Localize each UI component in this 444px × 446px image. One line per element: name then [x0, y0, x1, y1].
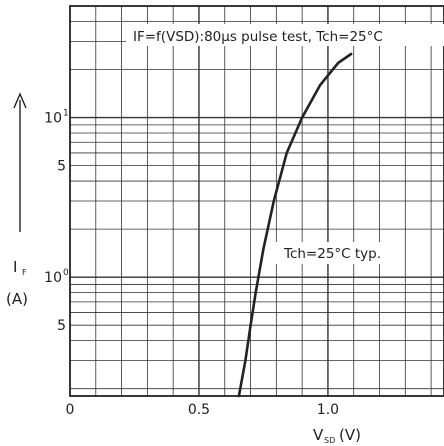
x-tick-label: 0.5: [188, 402, 210, 418]
x-label-symbol: V: [313, 426, 324, 444]
grid-lines: [70, 6, 444, 396]
x-tick-label: 0: [66, 402, 75, 418]
annotation-background: [274, 242, 400, 264]
y-label-subscript: F: [22, 268, 27, 277]
title-background: [126, 24, 444, 46]
svg-text:1: 1: [63, 109, 69, 119]
data-series-curve: [237, 52, 353, 398]
svg-text:5: 5: [57, 318, 66, 334]
y-axis-arrow-head: [13, 92, 27, 109]
svg-text:10: 10: [44, 270, 62, 286]
y-axis-label: I F (A): [6, 92, 28, 308]
chart-title: IF=f(VSD):80µs pulse test, Tch=25°C: [133, 29, 383, 45]
x-label-unit: (V): [339, 426, 361, 444]
y-label-symbol: I: [13, 258, 17, 276]
y-tick-label: 5: [57, 318, 66, 334]
svg-text:10: 10: [44, 111, 62, 127]
y-label-unit: (A): [6, 290, 28, 308]
chart-annotation: Tch=25°C typ.: [283, 246, 381, 262]
svg-text:5: 5: [57, 159, 66, 175]
x-label-subscript: SD: [324, 436, 335, 445]
x-tick-label: 1.0: [317, 402, 339, 418]
y-tick-label: 10 0: [44, 268, 69, 286]
y-tick-label: 5: [57, 159, 66, 175]
plot-frame: [69, 5, 444, 397]
x-tick-labels: 0 0.5 1.0: [66, 402, 340, 418]
y-tick-label: 10 1: [44, 109, 69, 127]
x-axis-label: V SD (V): [313, 426, 361, 445]
svg-text:0: 0: [63, 268, 69, 278]
